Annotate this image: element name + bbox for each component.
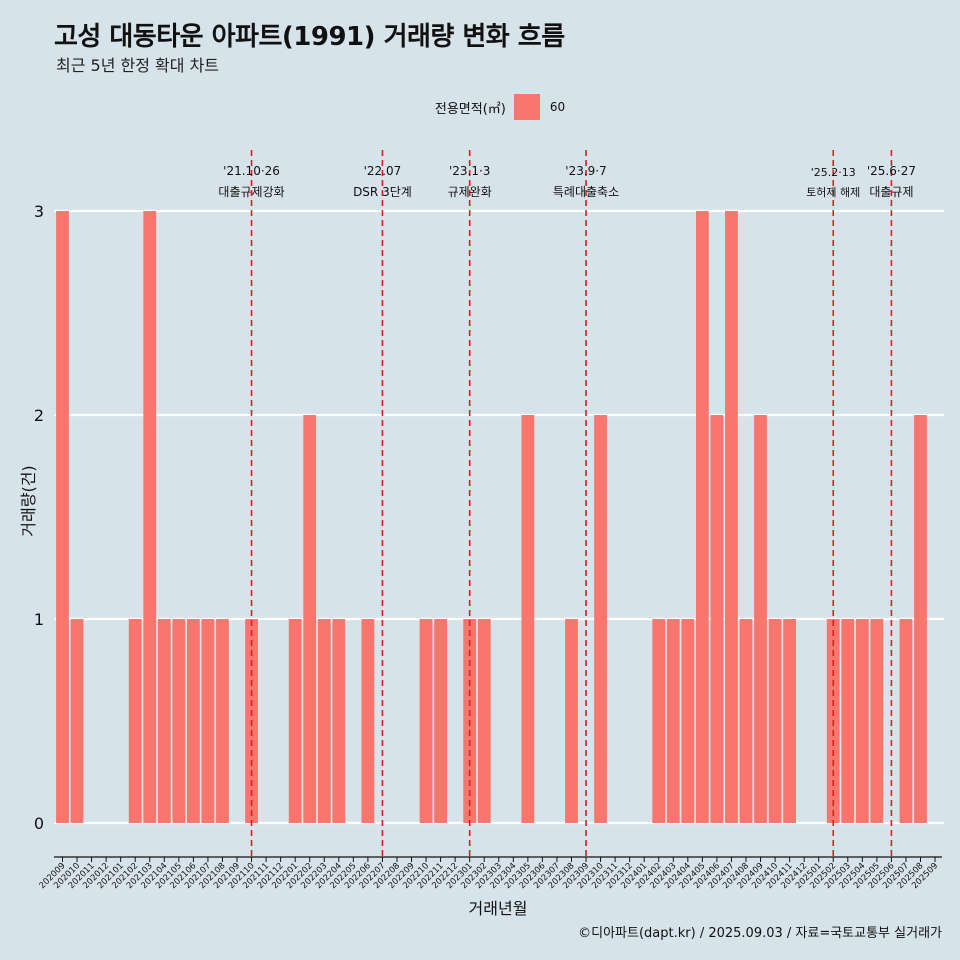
y-tick-label-2: 2: [34, 406, 44, 425]
chart-subtitle: 최근 5년 한정 확대 차트: [56, 56, 220, 75]
event-date-202506: '25.6·27: [867, 164, 916, 178]
event-date-202207: '22.07: [364, 164, 402, 178]
bar-202103: [143, 211, 157, 823]
bar-202408: [739, 619, 753, 823]
bar-202411: [783, 619, 797, 823]
y-tick-label-0: 0: [34, 814, 44, 833]
bar-202009: [56, 211, 69, 823]
bar-202210: [419, 619, 433, 823]
bar-202404: [681, 619, 695, 823]
y-axis-title: 거래량(건): [19, 465, 38, 536]
bar-202106: [186, 619, 200, 823]
bar-202305: [521, 415, 535, 823]
event-lines: [250, 150, 893, 857]
bar-202203: [317, 619, 331, 823]
source-caption: ©디아파트(dapt.kr) / 2025.09.03 / 자료=국토교통부 실…: [578, 926, 942, 941]
event-date-202110: '21.10·26: [223, 164, 280, 178]
event-date-202301: '23.1·3: [449, 164, 490, 178]
bar-202104: [157, 619, 171, 823]
chart-title: 고성 대동타운 아파트(1991) 거래량 변화 흐름: [54, 22, 565, 52]
event-label-202506: 대출규제: [869, 185, 913, 199]
legend-label-60: 60: [549, 100, 566, 114]
bar-202407: [725, 211, 738, 823]
event-label-202502: 토허제 해제: [806, 185, 860, 199]
bar-202310: [594, 415, 607, 823]
bar-202107: [201, 619, 215, 823]
legend: 전용면적(㎡) 60: [0, 94, 960, 120]
event-label-202207: DSR 3단계: [353, 185, 412, 199]
event-label-202309: 특례대출축소: [553, 185, 619, 199]
event-date-202309: '23.9·7: [565, 164, 606, 178]
bar-202204: [332, 619, 346, 823]
bar-202403: [666, 619, 680, 823]
event-label-202110: 대출규제강화: [218, 185, 284, 199]
bar-202504: [855, 619, 869, 823]
bar-202206: [361, 619, 375, 823]
bar-202505: [870, 619, 884, 823]
legend-key-60: [513, 94, 540, 120]
event-annotations: '21.10·26 대출규제강화 '22.07 DSR 3단계 '23.1·3 규제완화 '…: [218, 164, 916, 199]
bar-202503: [841, 619, 855, 823]
bar-202102: [128, 619, 142, 823]
bar-202405: [695, 211, 709, 823]
bar-202211: [434, 619, 448, 823]
bar-202202: [303, 415, 317, 823]
bar-202410: [768, 619, 782, 823]
bar-202508: [914, 415, 927, 823]
bar-202308: [565, 619, 578, 823]
bar-202010: [70, 619, 84, 823]
x-axis: 2020092020102020112020122021012021022021…: [38, 856, 942, 891]
bars: [56, 211, 927, 823]
event-label-202301: 규제완화: [448, 185, 492, 199]
event-date-202502: '25.2·13: [811, 166, 856, 179]
x-axis-title: 거래년월: [469, 899, 528, 918]
y-tick-label-1: 1: [34, 610, 44, 629]
bar-202409: [754, 415, 767, 823]
bar-202108: [216, 619, 229, 823]
bar-202201: [288, 619, 302, 823]
bar-202105: [172, 619, 186, 823]
bar-202507: [899, 619, 913, 823]
bar-202302: [477, 619, 491, 823]
y-tick-label-3: 3: [34, 202, 44, 221]
y-axis: 0 1 2 3: [34, 202, 44, 833]
bar-202406: [710, 415, 724, 823]
legend-title: 전용면적(㎡): [434, 101, 506, 117]
bar-202402: [652, 619, 666, 823]
